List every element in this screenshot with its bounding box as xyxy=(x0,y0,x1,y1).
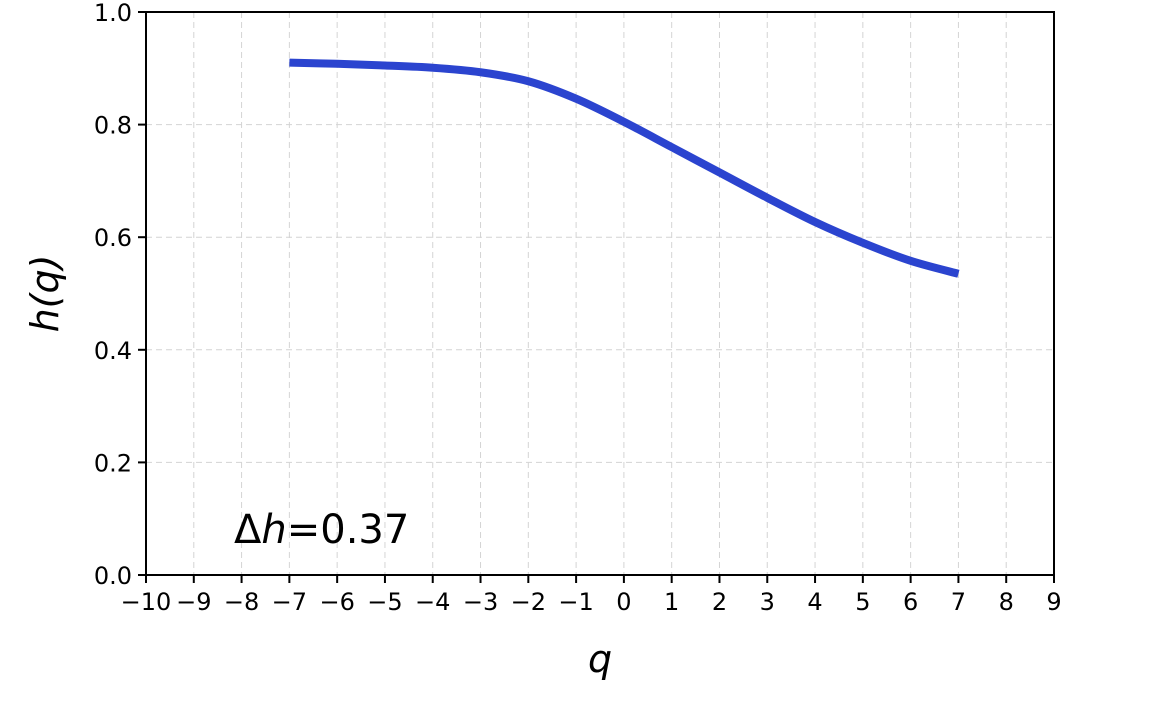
y-tick-label: 1.0 xyxy=(94,0,132,27)
x-tick-label: −1 xyxy=(558,588,593,616)
y-tick-label: 0.8 xyxy=(94,112,132,140)
x-tick-label: 3 xyxy=(760,588,775,616)
x-axis-title: q xyxy=(588,637,612,681)
grid xyxy=(145,11,1055,576)
x-tick-label: 0 xyxy=(616,588,631,616)
ticks: −10 −9 −8 −7 −6 −5 −4 −3 −2 −1 0 1 2 3 4 5 6 7 8 90.00.20.4… xyxy=(94,0,1062,616)
x-tick-label: 1 xyxy=(664,588,679,616)
x-tick-label: −2 xyxy=(511,588,546,616)
delta-h-annotation: Δh=0.37 xyxy=(234,507,409,553)
y-tick-label: 0.0 xyxy=(94,562,132,590)
x-tick-label: 5 xyxy=(855,588,870,616)
x-tick-label: −7 xyxy=(272,588,307,616)
x-tick-label: −10 xyxy=(121,588,172,616)
plot-frame xyxy=(145,11,1055,576)
y-tick-label: 0.6 xyxy=(94,224,132,252)
x-tick-label: −9 xyxy=(176,588,211,616)
x-tick-label: −6 xyxy=(319,588,354,616)
y-axis-title: h(q) xyxy=(23,255,67,333)
series-line xyxy=(289,58,960,278)
annotation-var: h xyxy=(261,507,286,553)
x-tick-label: 2 xyxy=(712,588,727,616)
x-tick-label: 7 xyxy=(951,588,966,616)
x-tick-label: 8 xyxy=(999,588,1014,616)
x-tick-label: 6 xyxy=(903,588,918,616)
y-tick-label: 0.4 xyxy=(94,337,132,365)
x-tick-label: −3 xyxy=(463,588,498,616)
x-tick-label: −4 xyxy=(415,588,450,616)
x-tick-label: 9 xyxy=(1046,588,1061,616)
annotation-value: =0.37 xyxy=(287,507,410,553)
x-tick-label: −8 xyxy=(224,588,259,616)
annotation-symbol: Δ xyxy=(234,507,262,553)
x-tick-label: 4 xyxy=(807,588,822,616)
x-tick-label: −5 xyxy=(367,588,402,616)
series-layer xyxy=(289,58,960,278)
y-tick-label: 0.2 xyxy=(94,449,132,477)
